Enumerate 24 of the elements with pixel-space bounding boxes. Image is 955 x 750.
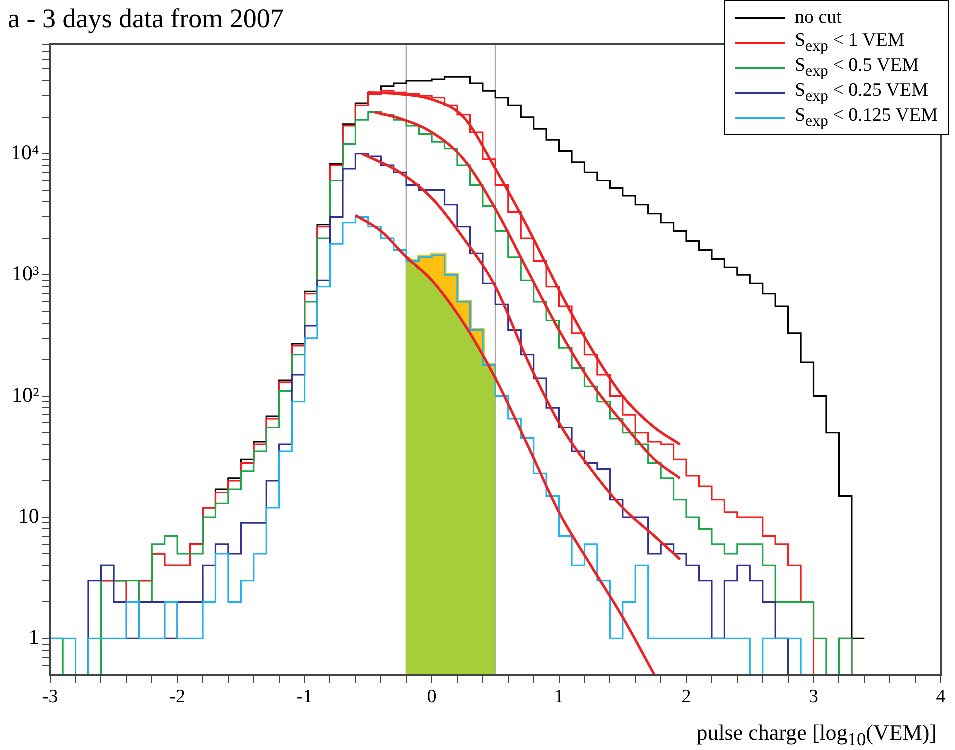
legend-label: S$_{exp}$ < 0.125 VEM [794,104,938,130]
x-tick-label: 2 [682,686,692,708]
legend-label: S$_{exp}$ < 1 VEM [794,30,905,56]
line-series [373,111,682,480]
x-tick-label: 3 [809,686,819,708]
legend-label: S$_{exp}$ < 0.25 VEM [794,80,928,106]
x-axis-title: pulse charge [log$_{10}$(VEM)] [696,720,937,750]
y-tick-label: 10³ [12,262,40,286]
line-series [367,91,682,446]
legend-label: S$_{exp}$ < 0.5 VEM [794,54,919,80]
x-tick-label: 0 [427,686,437,708]
y-tick-label: 1 [28,625,40,650]
y-tick-label: 10⁴ [10,140,40,164]
chart-title: a - 3 days data from 2007 [8,3,284,34]
line-series [354,214,656,676]
x-tick-label: 4 [936,686,946,708]
y-tick-label: 10² [12,382,40,407]
x-tick-label: -2 [170,686,186,708]
line-series [360,152,682,561]
y-tick-label: 10 [18,504,40,528]
x-tick-label: -3 [42,686,58,708]
legend-label: no cut [794,6,842,28]
x-tick-label: 1 [554,686,564,708]
x-tick-label: -1 [296,686,313,708]
